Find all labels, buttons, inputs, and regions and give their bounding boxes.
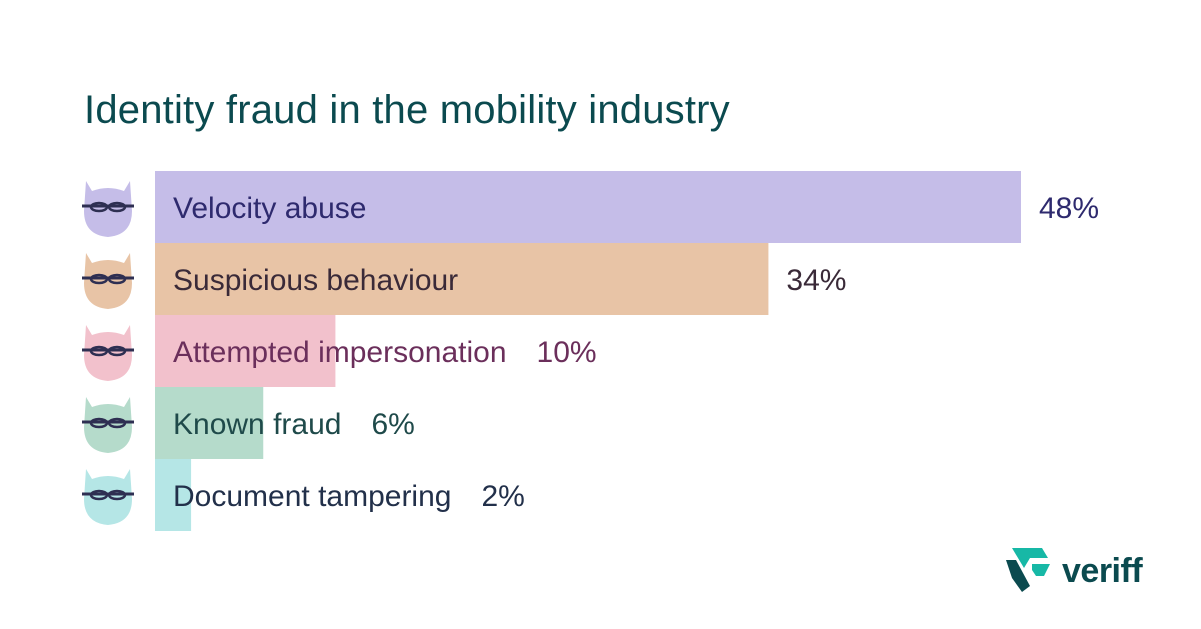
bar-velocity-abuse: [155, 171, 1021, 243]
bar-document-tampering: [155, 459, 192, 531]
bar-known-fraud: [155, 387, 264, 459]
value-label-document-tampering: 2%: [481, 480, 524, 513]
bar-attempted-impersonation: [155, 315, 336, 387]
value-label-attempted-impersonation: 10%: [537, 336, 597, 369]
masked-bandit-icon: [82, 253, 134, 309]
bar-label-known-fraud: Known fraud: [173, 408, 341, 441]
bar-label-document-tampering: Document tampering: [173, 480, 451, 513]
bar-label-suspicious-behaviour: Suspicious behaviour: [173, 264, 458, 297]
veriff-logo-icon: [1006, 548, 1050, 592]
value-label-suspicious-behaviour: 34%: [786, 264, 846, 297]
masked-bandit-icon: [82, 397, 134, 453]
masked-bandit-icon: [82, 469, 134, 525]
bar-label-attempted-impersonation: Attempted impersonation: [173, 336, 507, 369]
bar-suspicious-behaviour: [155, 243, 769, 315]
value-label-velocity-abuse: 48%: [1039, 192, 1099, 225]
value-label-known-fraud: 6%: [371, 408, 414, 441]
brand-name: veriff: [1062, 552, 1143, 590]
masked-bandit-icon: [82, 181, 134, 237]
masked-bandit-icon: [82, 325, 134, 381]
bar-label-velocity-abuse: Velocity abuse: [173, 192, 366, 225]
chart-title: Identity fraud in the mobility industry: [84, 88, 730, 132]
